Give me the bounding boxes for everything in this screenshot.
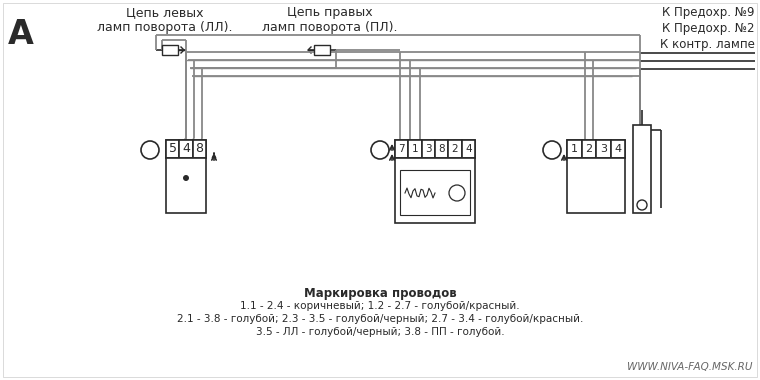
Bar: [395, 158, 475, 223]
Text: A: A: [8, 18, 34, 51]
Text: Цепь левых
ламп поворота (ЛЛ).: Цепь левых ламп поворота (ЛЛ).: [97, 6, 233, 34]
Bar: [567, 140, 625, 158]
Bar: [461, 140, 475, 158]
Bar: [314, 45, 330, 55]
Bar: [166, 140, 206, 158]
Bar: [567, 140, 581, 158]
Text: К Предохр. №9: К Предохр. №9: [663, 6, 755, 19]
Bar: [567, 158, 625, 213]
Text: Цепь правых
ламп поворота (ПЛ).: Цепь правых ламп поворота (ПЛ).: [262, 6, 397, 34]
Bar: [166, 140, 179, 158]
Text: 3: 3: [147, 145, 154, 155]
Circle shape: [371, 141, 389, 159]
Bar: [193, 140, 206, 158]
Bar: [162, 45, 178, 55]
Circle shape: [543, 141, 561, 159]
Text: WWW.NIVA-FAQ.MSK.RU: WWW.NIVA-FAQ.MSK.RU: [626, 362, 752, 372]
Text: 7: 7: [398, 144, 405, 154]
Text: 8: 8: [195, 142, 204, 155]
Bar: [395, 140, 475, 158]
Bar: [395, 140, 408, 158]
Bar: [633, 125, 651, 213]
Text: 2: 2: [585, 144, 592, 154]
Bar: [408, 140, 422, 158]
Text: 8: 8: [439, 144, 445, 154]
Text: 3: 3: [425, 144, 432, 154]
Text: 3.5 - ЛЛ - голубой/черный; 3.8 - ПП - голубой.: 3.5 - ЛЛ - голубой/черный; 3.8 - ПП - го…: [255, 327, 505, 337]
Bar: [179, 140, 193, 158]
Text: 1: 1: [571, 144, 578, 154]
Text: 1: 1: [412, 144, 418, 154]
Bar: [435, 140, 448, 158]
Text: 3: 3: [600, 144, 606, 154]
Text: 5: 5: [169, 142, 176, 155]
Text: Маркировка проводов: Маркировка проводов: [304, 287, 456, 299]
Circle shape: [141, 141, 159, 159]
Text: К контр. лампе: К контр. лампе: [660, 38, 755, 51]
Circle shape: [183, 175, 189, 181]
Circle shape: [637, 200, 647, 210]
Bar: [581, 140, 596, 158]
Bar: [166, 158, 206, 213]
Text: 4: 4: [465, 144, 472, 154]
Text: 4: 4: [182, 142, 190, 155]
Text: 2: 2: [451, 144, 458, 154]
Bar: [448, 140, 461, 158]
Bar: [422, 140, 435, 158]
Text: 2: 2: [376, 145, 384, 155]
Bar: [400, 170, 470, 215]
Text: 2.1 - 3.8 - голубой; 2.3 - 3.5 - голубой/черный; 2.7 - 3.4 - голубой/красный.: 2.1 - 3.8 - голубой; 2.3 - 3.5 - голубой…: [177, 314, 583, 324]
Text: К Предохр. №2: К Предохр. №2: [663, 22, 755, 35]
Text: 1.1 - 2.4 - коричневый; 1.2 - 2.7 - голубой/красный.: 1.1 - 2.4 - коричневый; 1.2 - 2.7 - голу…: [240, 301, 520, 311]
Text: 4: 4: [614, 144, 622, 154]
Circle shape: [449, 185, 465, 201]
Bar: [596, 140, 610, 158]
Text: 1: 1: [549, 145, 556, 155]
Bar: [610, 140, 625, 158]
